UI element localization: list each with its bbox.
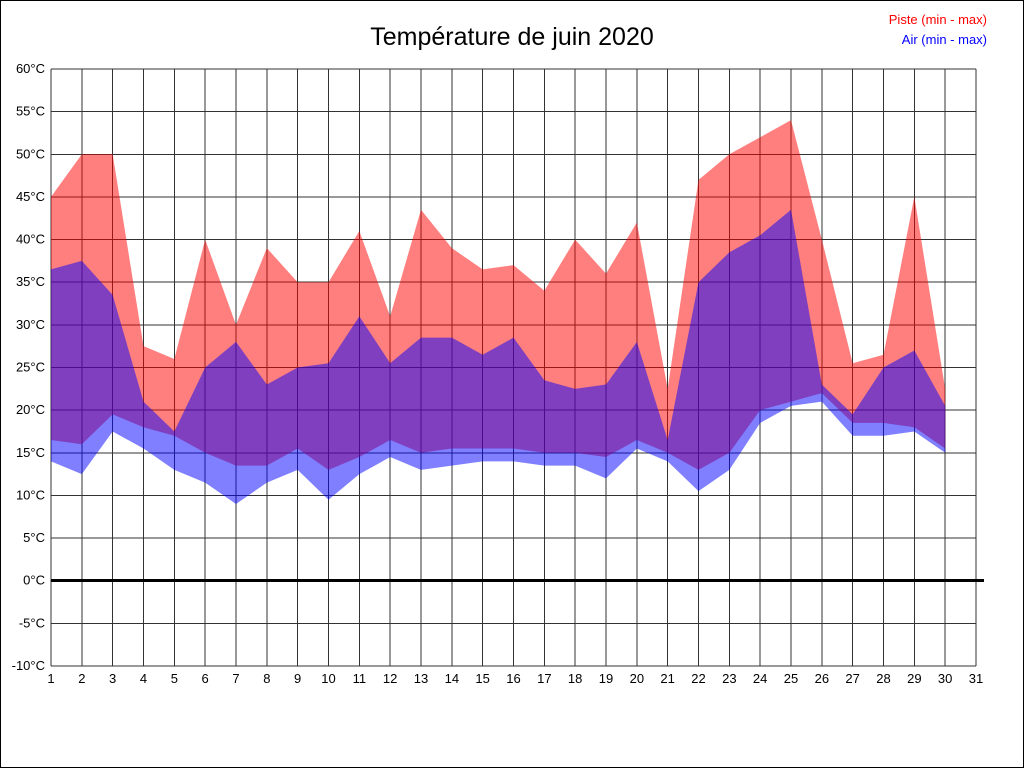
x-tick-label: 14	[445, 671, 459, 686]
x-tick-label: 2	[78, 671, 85, 686]
x-tick-label: 10	[321, 671, 335, 686]
x-tick-label: 21	[660, 671, 674, 686]
x-tick-label: 16	[506, 671, 520, 686]
x-tick-label: 28	[876, 671, 890, 686]
x-tick-label: 24	[753, 671, 767, 686]
x-tick-label: 19	[599, 671, 613, 686]
x-tick-label: 29	[907, 671, 921, 686]
x-tick-label: 23	[722, 671, 736, 686]
y-tick-label: 25°C	[16, 360, 45, 375]
y-tick-label: 10°C	[16, 487, 45, 502]
chart-title: Température de juin 2020	[370, 23, 654, 51]
x-tick-label: 12	[383, 671, 397, 686]
x-tick-label: 5	[171, 671, 178, 686]
y-tick-label: 5°C	[23, 530, 45, 545]
x-tick-label: 11	[353, 671, 367, 686]
x-tick-label: 3	[109, 671, 116, 686]
x-tick-label: 22	[691, 671, 705, 686]
y-tick-label: -5°C	[19, 615, 45, 630]
x-tick-label: 15	[475, 671, 489, 686]
x-tick-label: 25	[784, 671, 798, 686]
y-tick-label: 50°C	[16, 146, 45, 161]
x-tick-label: 9	[294, 671, 301, 686]
y-tick-label: 30°C	[16, 317, 45, 332]
x-tick-label: 13	[414, 671, 428, 686]
y-tick-label: 45°C	[16, 189, 45, 204]
legend-air-label: Air (min - max)	[901, 32, 987, 47]
x-tick-label: 1	[47, 671, 54, 686]
y-tick-label: 15°C	[16, 445, 45, 460]
x-tick-label: 17	[537, 671, 551, 686]
x-tick-label: 20	[630, 671, 644, 686]
x-tick-label: 6	[202, 671, 209, 686]
x-tick-label: 8	[263, 671, 270, 686]
x-tick-label: 26	[815, 671, 829, 686]
x-tick-label: 31	[969, 671, 983, 686]
y-tick-label: 60°C	[16, 61, 45, 76]
y-tick-label: 55°C	[16, 104, 45, 119]
y-tick-label: -10°C	[12, 658, 45, 673]
x-tick-label: 30	[938, 671, 952, 686]
legend: Piste (min - max) Air (min - max)	[889, 10, 987, 50]
y-tick-label: 35°C	[16, 274, 45, 289]
x-tick-label: 18	[568, 671, 582, 686]
air-minmax-band	[51, 209, 946, 504]
x-tick-label: 27	[845, 671, 859, 686]
y-tick-label: 20°C	[16, 402, 45, 417]
x-tick-label: 7	[232, 671, 239, 686]
y-tick-label: 40°C	[16, 232, 45, 247]
y-tick-label: 0°C	[23, 573, 45, 588]
legend-piste-label: Piste (min - max)	[888, 12, 987, 27]
x-tick-label: 4	[140, 671, 147, 686]
